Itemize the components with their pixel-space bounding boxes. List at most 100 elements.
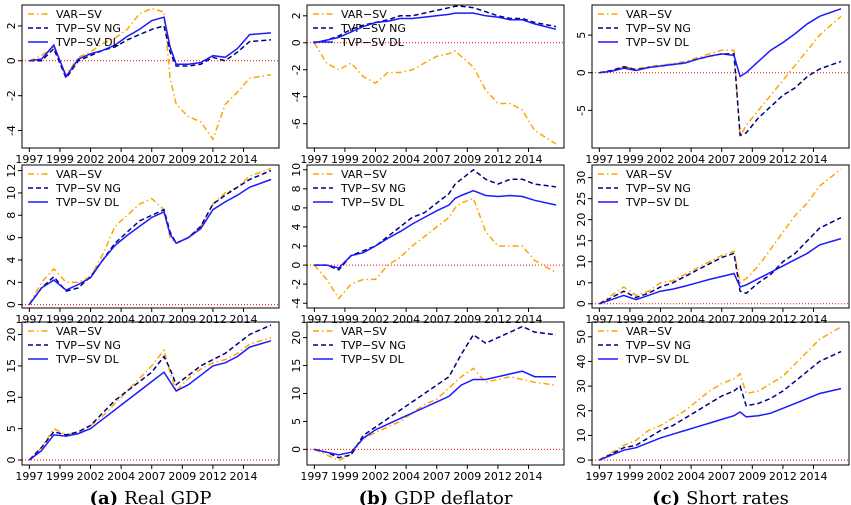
series-line (28, 167, 272, 305)
x-tick-label: 2012 (199, 313, 227, 326)
legend-label: TVP−SV NG (340, 22, 406, 35)
x-tick-label: 1997 (585, 313, 613, 326)
x-tick-label: 2014 (800, 313, 828, 326)
y-tick-label: 2 (290, 243, 303, 250)
x-tick-label: 1999 (331, 313, 359, 326)
panel: 1997 1999 2002 2004 2007 2009 2012 2014 0 5 10 15 20… (575, 164, 850, 326)
x-tick-label: 2002 (77, 153, 105, 166)
x-tick-label: 2004 (677, 313, 705, 326)
x-tick-label: 1999 (616, 313, 644, 326)
y-tick-label: 50 (575, 330, 588, 344)
y-tick-label: 10 (290, 163, 303, 177)
y-tick-label: 5 (575, 279, 588, 286)
x-tick-label: 2007 (138, 153, 166, 166)
plot-frame (21, 164, 280, 309)
series-line (29, 7, 272, 141)
legend-label: TVP−SV DL (55, 353, 120, 366)
series-line (29, 24, 272, 80)
legend-label: TVP−SV DL (625, 36, 690, 49)
series-line (599, 387, 842, 461)
x-tick-label: 2004 (392, 153, 420, 166)
x-tick-label: 2002 (647, 313, 675, 326)
y-tick-label: 40 (575, 354, 588, 368)
x-tick-label: 2014 (515, 153, 543, 166)
x-tick-label: 1997 (300, 313, 328, 326)
series-line (28, 340, 272, 461)
plot-frame (306, 4, 565, 149)
x-tick-label: 1997 (300, 470, 328, 483)
y-tick-label: 8 (290, 185, 303, 192)
series-line (314, 12, 557, 44)
legend-label: VAR−SV (341, 8, 387, 21)
legend-label: TVP−SV DL (625, 196, 690, 209)
y-tick-label: -5 (575, 105, 588, 116)
x-tick-label: 1997 (15, 313, 43, 326)
y-tick-label: -2 (5, 90, 18, 101)
legend-label: VAR−SV (626, 325, 672, 338)
y-tick-label: -6 (290, 118, 303, 129)
series-line (314, 189, 557, 269)
y-tick-label: 2 (290, 12, 303, 19)
caption-tag: (a) (89, 488, 118, 505)
x-tick-label: 2014 (800, 153, 828, 166)
panel: 1997 1999 2002 2004 2007 2009 2012 2014 0 5 10 15 20… (5, 321, 280, 483)
y-tick-label: 20 (5, 328, 18, 342)
legend-label: TVP−SV NG (625, 182, 691, 195)
panel: 1997 1999 2002 2004 2007 2009 2012 2014 -4 -2 0 2 4 6… (290, 163, 565, 326)
panel: 1997 1999 2002 2004 2007 2009 2012 2014 -4 -2 0 2 VA… (5, 4, 280, 166)
plot-frame (21, 321, 280, 466)
x-tick-label: 1997 (15, 153, 43, 166)
x-tick-label: 1999 (46, 470, 74, 483)
legend-label: TVP−SV DL (340, 196, 405, 209)
panel: 1997 1999 2002 2004 2007 2009 2012 2014 -6 -4 -2 0 2… (290, 4, 565, 166)
x-tick-label: 2004 (677, 470, 705, 483)
y-tick-label: 2 (5, 22, 18, 29)
y-tick-label: 0 (5, 456, 18, 463)
y-tick-label: 6 (290, 204, 303, 211)
x-tick-label: 1999 (46, 153, 74, 166)
panel: 1997 1999 2002 2004 2007 2009 2012 2014 0 5 10 15 20… (290, 321, 565, 483)
x-tick-label: 2012 (769, 313, 797, 326)
x-tick-label: 1999 (46, 313, 74, 326)
caption-text: GDP deflator (394, 488, 513, 505)
plot-frame (591, 321, 850, 466)
x-tick-label: 2009 (738, 470, 766, 483)
plot-frame (306, 321, 565, 466)
x-tick-label: 1999 (616, 470, 644, 483)
y-tick-label: 4 (290, 223, 303, 230)
y-tick-label: 0 (5, 301, 18, 308)
legend-label: TVP−SV NG (55, 182, 121, 195)
x-tick-label: 2012 (769, 153, 797, 166)
y-tick-label: 25 (575, 192, 588, 206)
x-tick-label: 2009 (738, 153, 766, 166)
legend-label: VAR−SV (56, 325, 102, 338)
y-tick-label: 20 (575, 404, 588, 418)
caption: (c) Short rates (652, 488, 789, 505)
y-tick-label: 4 (5, 256, 18, 263)
x-tick-label: 2007 (708, 313, 736, 326)
legend-label: TVP−SV NG (625, 22, 691, 35)
x-tick-label: 1997 (300, 153, 328, 166)
plot-frame (21, 4, 280, 149)
x-tick-label: 2014 (515, 313, 543, 326)
y-tick-label: 0 (575, 300, 588, 307)
x-tick-label: 2002 (77, 313, 105, 326)
x-tick-label: 2004 (107, 470, 135, 483)
x-tick-label: 2007 (423, 470, 451, 483)
y-tick-label: 12 (5, 164, 18, 178)
legend-label: TVP−SV DL (55, 196, 120, 209)
x-tick-label: 2004 (107, 313, 135, 326)
caption-text: Short rates (686, 488, 789, 505)
y-tick-label: 20 (290, 331, 303, 345)
y-tick-label: 15 (290, 359, 303, 373)
x-tick-label: 2012 (769, 470, 797, 483)
series-line (598, 216, 842, 305)
y-tick-label: 0 (575, 69, 588, 76)
x-tick-label: 1997 (15, 470, 43, 483)
caption-tag: (c) (652, 488, 680, 505)
x-tick-label: 2002 (647, 153, 675, 166)
x-tick-label: 2009 (168, 470, 196, 483)
series-line (313, 42, 557, 145)
x-tick-label: 2004 (107, 153, 135, 166)
